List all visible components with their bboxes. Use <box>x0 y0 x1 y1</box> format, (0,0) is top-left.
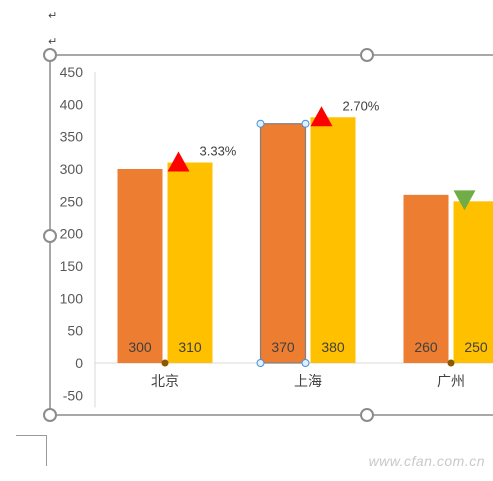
bar-data-label: 310 <box>178 339 202 355</box>
y-tick-label: 200 <box>60 226 84 242</box>
y-tick-label: 0 <box>75 355 83 371</box>
y-tick-label: 400 <box>60 96 84 112</box>
up-triangle-icon <box>167 151 190 172</box>
base-marker <box>447 359 455 367</box>
y-tick-label: 150 <box>60 258 84 274</box>
paragraph-mark: ↵ <box>48 10 58 22</box>
bar[interactable] <box>403 194 449 363</box>
chart-resize-handles[interactable] <box>43 48 374 422</box>
bar[interactable] <box>117 169 163 363</box>
frame-resize-handle[interactable] <box>43 48 57 62</box>
y-tick-label: 350 <box>60 129 84 145</box>
bar-selection-handle[interactable] <box>301 359 310 367</box>
bar[interactable] <box>259 123 307 364</box>
change-percent-label: 3.33% <box>200 144 237 159</box>
bar-selection-handle[interactable] <box>256 359 265 367</box>
y-tick-label: 250 <box>60 193 84 209</box>
up-triangle-icon <box>310 106 333 127</box>
bar[interactable] <box>453 201 493 363</box>
watermark-text: www.cfan.com.cn <box>368 453 485 469</box>
paragraph-mark: ↵ <box>48 36 58 48</box>
bar-data-label: 250 <box>464 339 488 355</box>
chart-annotations: 3.33% 2.70% <box>167 98 476 211</box>
x-category-label: 北京 <box>151 374 179 390</box>
frame-resize-handle[interactable] <box>43 408 57 422</box>
bar-data-label: 380 <box>321 339 345 355</box>
y-tick-label: -50 <box>63 387 83 403</box>
bar-selection-handle[interactable] <box>256 119 265 128</box>
frame-resize-handle[interactable] <box>360 48 374 62</box>
y-tick-label: 450 <box>60 64 84 80</box>
down-triangle-icon <box>453 190 476 211</box>
x-category-label: 上海 <box>294 374 322 390</box>
bar-data-label: 260 <box>414 339 438 355</box>
bar-selection-handle[interactable] <box>301 119 310 128</box>
bar[interactable] <box>310 117 356 364</box>
y-tick-label: 300 <box>60 161 84 177</box>
bar-data-label: 300 <box>128 339 152 355</box>
y-tick-label: 100 <box>60 290 84 306</box>
frame-resize-handle[interactable] <box>43 229 57 243</box>
chart-bars[interactable]: 300 310 370 380 260 250 <box>117 117 493 367</box>
base-marker <box>161 359 169 367</box>
frame-resize-handle[interactable] <box>360 408 374 422</box>
change-percent-label: 2.70% <box>343 98 380 113</box>
page-corner-mark <box>16 435 47 466</box>
x-category-label: 广州 <box>437 374 465 390</box>
bar[interactable] <box>167 162 213 363</box>
bar-data-label: 370 <box>271 339 295 355</box>
y-tick-label: 50 <box>67 323 83 339</box>
